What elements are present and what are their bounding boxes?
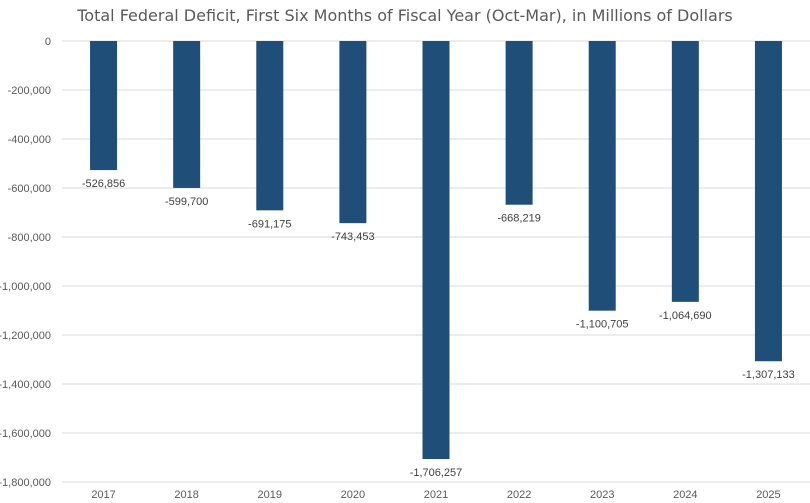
y-tick-label: -1,400,000	[0, 379, 51, 391]
data-label: -1,307,133	[742, 369, 795, 381]
data-label: -1,706,257	[410, 467, 463, 479]
bar-2024	[671, 41, 699, 302]
y-tick-label: 0	[45, 36, 51, 48]
data-label: -526,856	[82, 178, 125, 190]
data-label: -743,453	[331, 231, 374, 243]
bar-2025	[754, 41, 782, 362]
y-tick-label: -1,000,000	[0, 281, 51, 293]
bar-2020	[339, 41, 367, 224]
bar-2022	[505, 41, 533, 205]
x-tick-label: 2020	[341, 489, 365, 501]
bar-2018	[173, 41, 201, 188]
bar-2019	[256, 41, 284, 211]
bar-2017	[90, 41, 118, 171]
data-label: -1,100,705	[576, 319, 629, 331]
x-tick-label: 2021	[424, 489, 448, 501]
data-label: -691,175	[248, 218, 291, 230]
chart-title: Total Federal Deficit, First Six Months …	[77, 6, 733, 25]
y-tick-label: -600,000	[8, 183, 51, 195]
bars	[90, 41, 782, 460]
y-tick-label: -1,800,000	[0, 477, 51, 489]
y-tick-label: -800,000	[8, 232, 51, 244]
data-label: -1,064,690	[659, 310, 712, 322]
x-tick-label: 2023	[590, 489, 614, 501]
y-tick-label: -1,200,000	[0, 330, 51, 342]
x-tick-label: 2018	[174, 489, 198, 501]
bar-2021	[422, 41, 450, 460]
x-tick-label: 2019	[258, 489, 282, 501]
bar-2023	[588, 41, 616, 311]
y-axis-ticks: 0 -200,000 -400,000 -600,000 -800,000 -1,000,…	[0, 36, 51, 489]
data-labels: -526,856 -599,700 -691,175 -743,453 -1,706,2…	[82, 178, 795, 479]
x-tick-label: 2022	[507, 489, 531, 501]
x-tick-label: 2024	[673, 489, 697, 501]
y-tick-label: -400,000	[8, 134, 51, 146]
x-tick-label: 2017	[91, 489, 115, 501]
y-tick-label: -200,000	[8, 85, 51, 97]
data-label: -599,700	[165, 196, 208, 208]
x-tick-label: 2025	[756, 489, 780, 501]
x-axis-ticks: 2017 2018 2019 2020 2021 2022 2023 2024 2025	[91, 489, 780, 501]
y-tick-label: -1,600,000	[0, 428, 51, 440]
data-label: -668,219	[497, 213, 540, 225]
